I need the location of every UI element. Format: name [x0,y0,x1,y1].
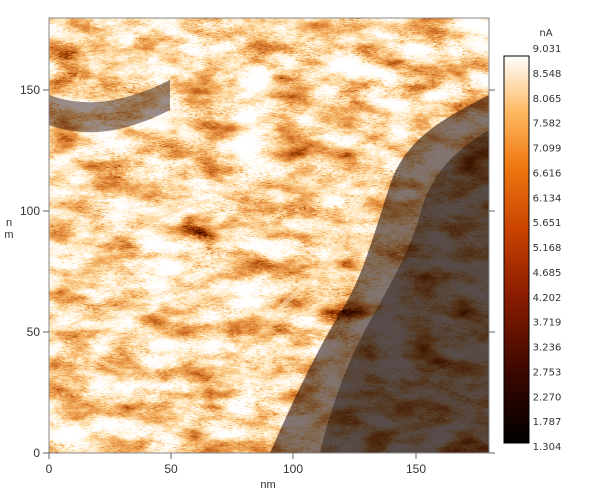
color-scale-label: 6.616 [533,168,562,179]
color-scale-label: 5.168 [533,243,562,254]
y-tick-label: 0 [33,446,40,460]
color-scale-label: 8.548 [533,69,562,80]
color-scale-label: 4.685 [533,268,562,279]
y-axis-title-char: m [4,229,13,241]
color-scale-label: 3.719 [533,318,562,329]
color-scale-label: 1.304 [533,442,562,453]
color-scale-labels: 9.031 8.548 8.065 7.582 7.099 6.616 6.134 5.651… [533,44,562,453]
y-axis-title-char: n [6,217,12,229]
y-tick-label: 150 [20,83,40,97]
color-scale-label: 7.582 [533,119,562,130]
y-tick-label: 100 [20,204,40,218]
color-scale-label: 2.753 [533,367,562,378]
x-tick-label: 150 [406,462,426,476]
color-scale-label: 9.031 [533,44,562,55]
afm-scan-image [49,18,489,453]
y-tick-label: 50 [27,325,41,339]
color-scale-bar: nA [503,28,553,444]
y-axis: 0 50 100 150 n m [4,83,495,460]
color-scale-label: 5.651 [533,218,562,229]
color-scale-label: 6.134 [533,193,562,204]
color-scale-label: 2.270 [533,392,562,403]
x-tick-label: 0 [46,462,53,476]
color-scale-unit: nA [539,28,552,39]
color-scale-label: 8.065 [533,94,562,105]
color-scale-label: 4.202 [533,293,562,304]
x-tick-label: 50 [164,462,178,476]
color-scale-label: 3.236 [533,343,562,354]
color-scale-label: 1.787 [533,417,562,428]
color-scale-label: 7.099 [533,144,562,155]
x-axis-title: nm [260,479,275,491]
x-axis: 0 50 100 150 nm [46,453,426,491]
x-tick-label: 100 [283,462,303,476]
